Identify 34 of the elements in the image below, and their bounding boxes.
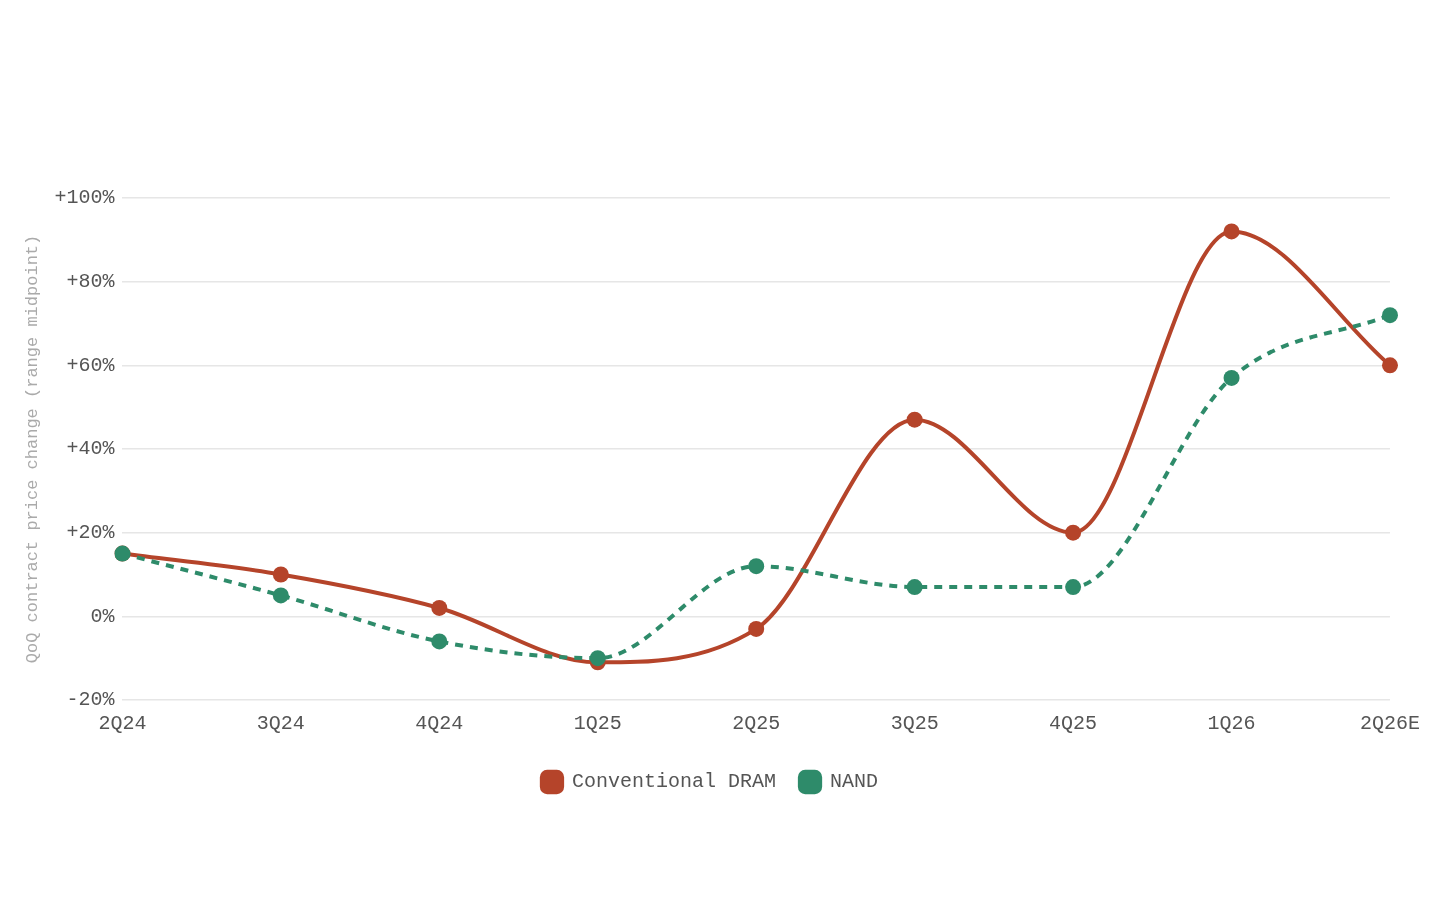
x-tick-label: 4Q25 — [1049, 712, 1098, 736]
x-tick-label: 1Q25 — [573, 712, 622, 736]
point — [272, 566, 289, 583]
legend-label: NAND — [830, 770, 879, 794]
point — [748, 620, 765, 637]
point — [1065, 579, 1082, 596]
point — [431, 633, 448, 650]
y-tick-label: +80% — [66, 269, 116, 293]
point — [272, 587, 289, 604]
point — [906, 579, 923, 596]
point — [748, 558, 765, 575]
y-tick-label: +100% — [54, 186, 116, 210]
x-tick-label: 2Q24 — [98, 712, 147, 736]
point — [589, 650, 606, 667]
x-tick-label: 1Q26 — [1207, 712, 1256, 736]
legend-label: Conventional DRAM — [571, 770, 777, 794]
point — [906, 411, 923, 428]
x-tick-label: 2Q25 — [732, 712, 781, 736]
y-tick-label: +60% — [66, 353, 116, 377]
point — [1223, 223, 1240, 240]
point — [1381, 307, 1398, 324]
x-tick-label: 3Q24 — [256, 712, 305, 736]
y-tick-label: +40% — [66, 437, 116, 461]
y-tick-label: 0% — [90, 604, 116, 628]
y-tick-label: -20% — [66, 688, 116, 712]
x-tick-label: 3Q25 — [890, 712, 939, 736]
point — [1381, 357, 1398, 374]
point — [1065, 524, 1082, 541]
x-tick-label: 2Q26E — [1359, 712, 1420, 736]
point — [431, 599, 448, 616]
y-tick-label: +20% — [66, 520, 116, 544]
x-tick-label: 4Q24 — [415, 712, 464, 736]
y-axis-title: QoQ contract price change (range midpoint) — [22, 234, 42, 664]
point — [1223, 369, 1240, 386]
